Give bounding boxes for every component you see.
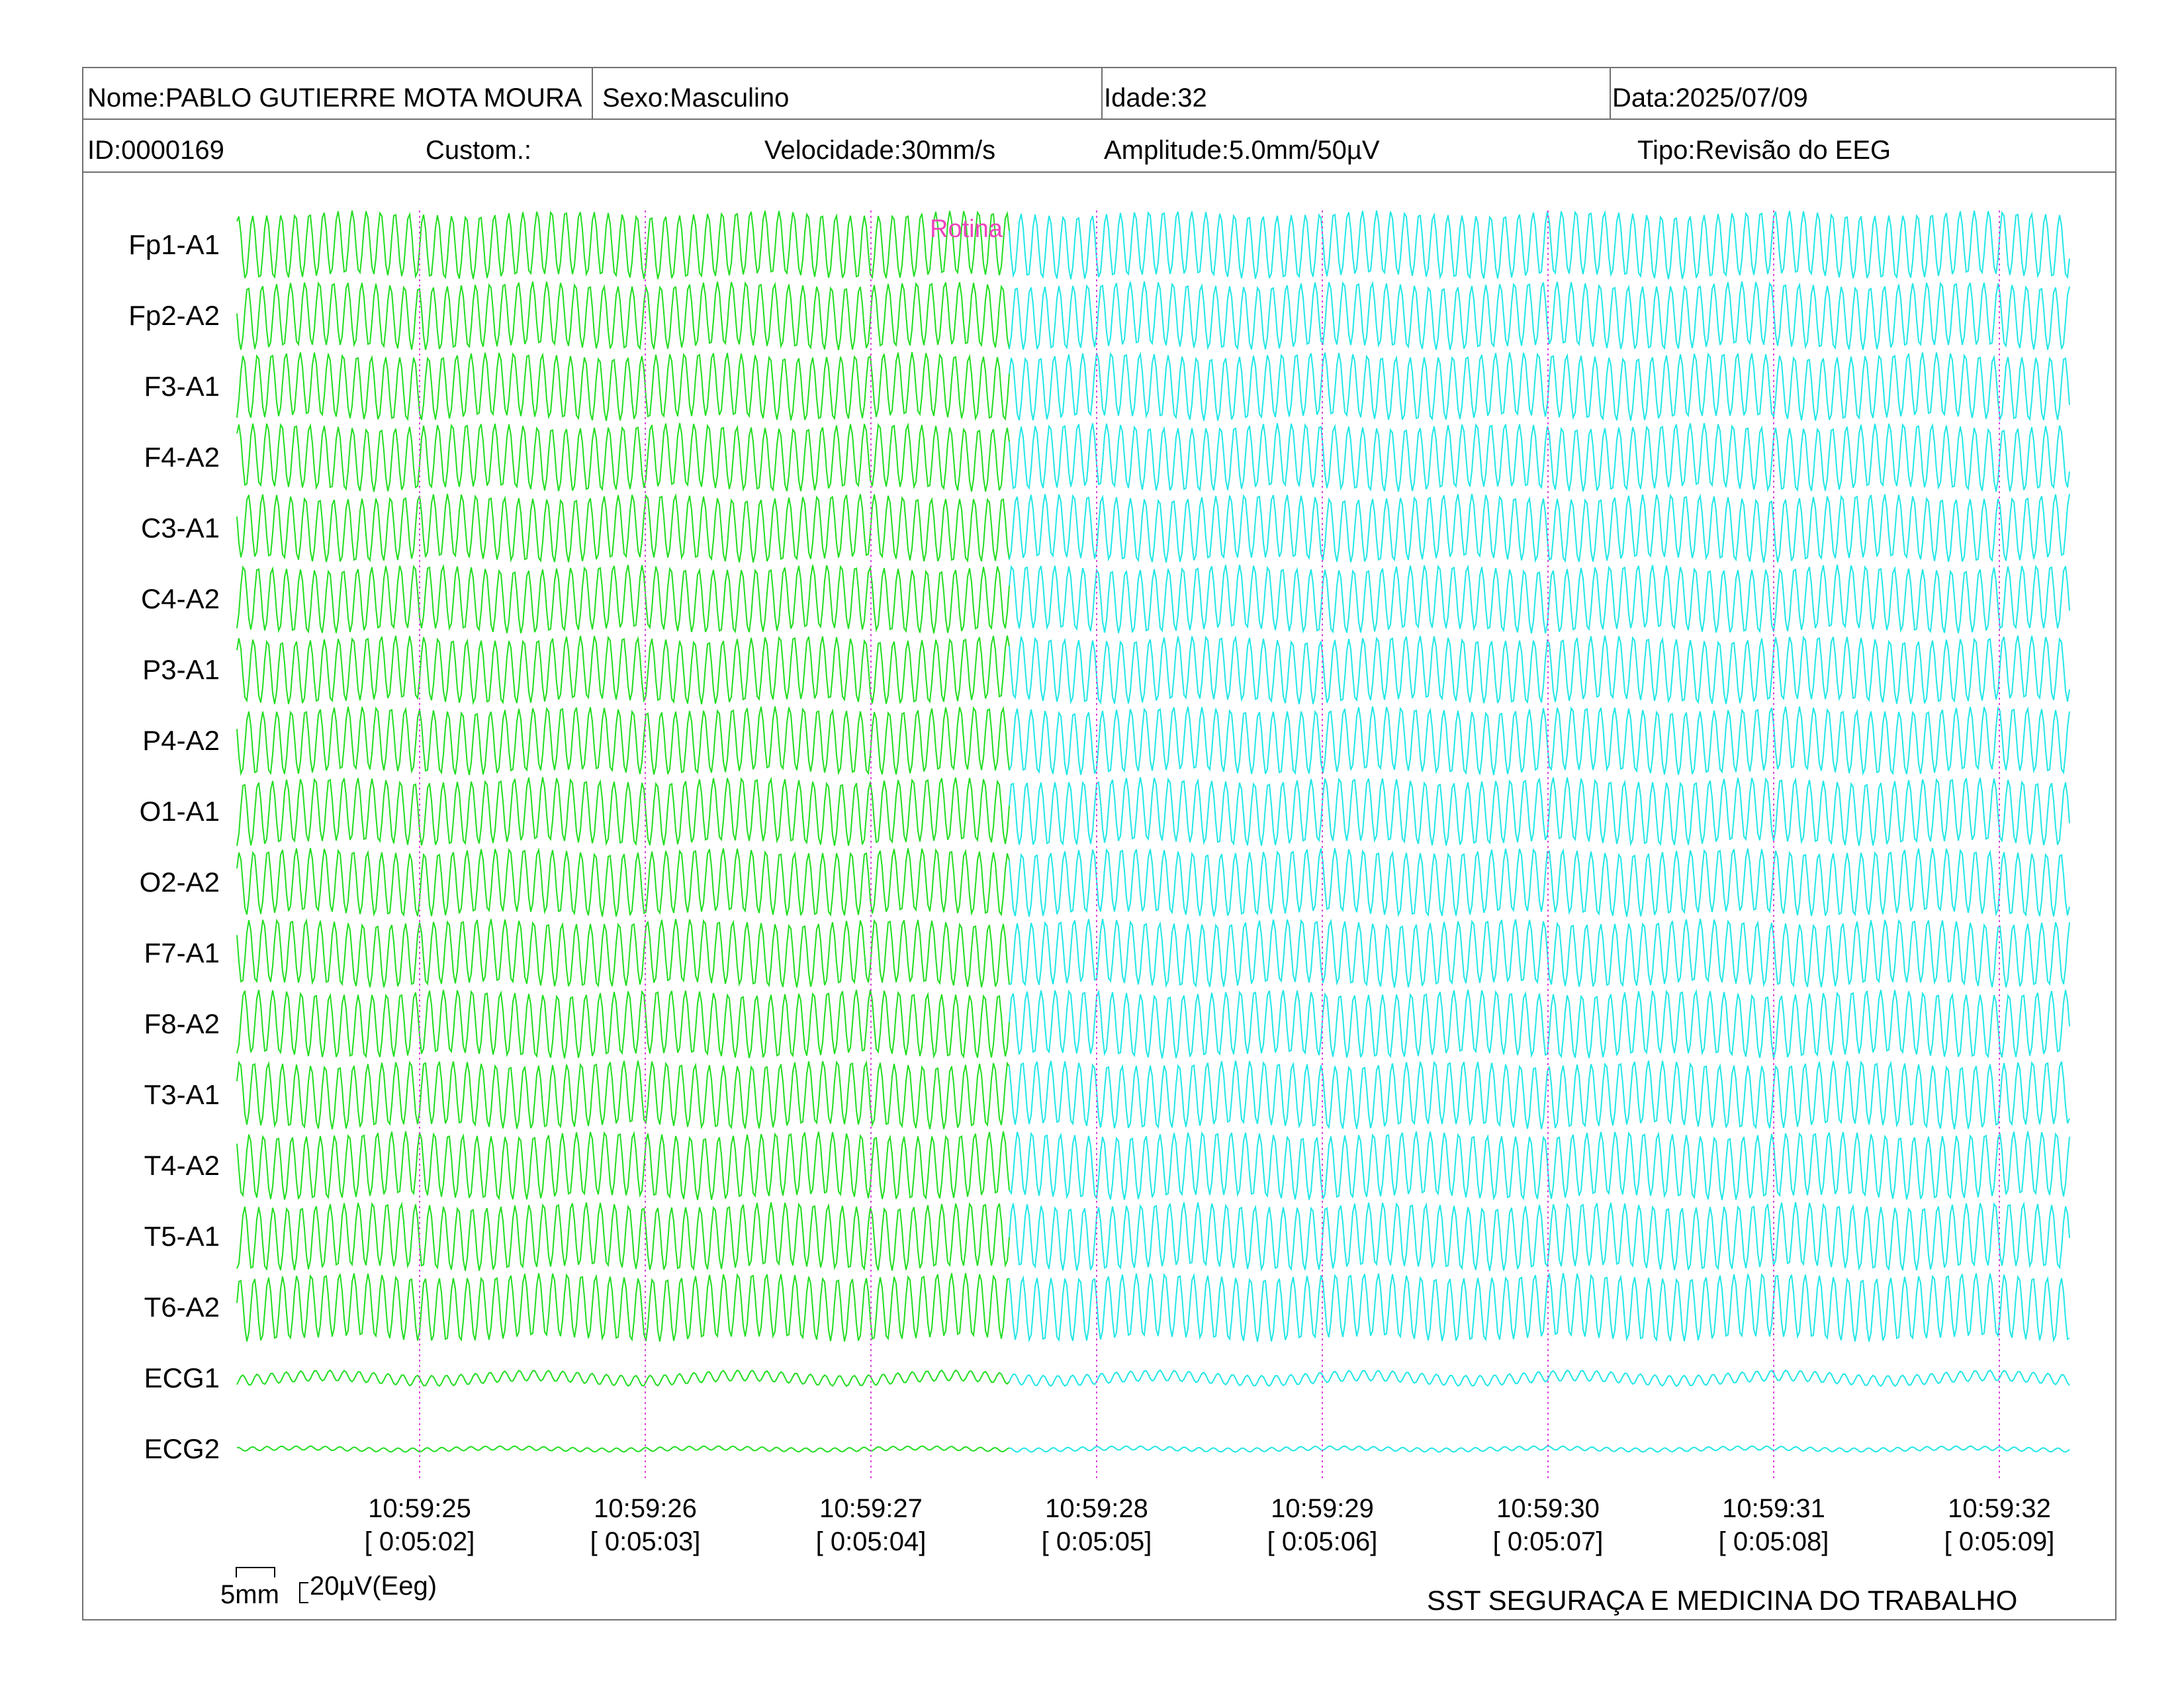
channel-label-ecg2: ECG2 [144,1433,220,1464]
trace-o1-a1-recent [1009,776,2070,847]
event-note-label: Rotina [930,215,1003,243]
time-elapsed-label: [ 0:05:07] [1493,1527,1604,1556]
trace-t6-a2-past [236,1273,1010,1342]
trace-p3-a1-recent [1009,635,2070,705]
channel-label-p3-a1: P3-A1 [142,654,220,685]
channel-label-c3-a1: C3-A1 [141,512,220,543]
time-elapsed-label: [ 0:05:02] [365,1527,475,1556]
channel-label-ecg1: ECG1 [144,1362,220,1393]
footer-company: SST SEGURAÇA E MEDICINA DO TRABALHO [1427,1585,2018,1616]
channel-label-t5-a1: T5-A1 [144,1221,220,1252]
trace-c4-a2-past [236,563,1010,633]
channel-label-o1-a1: O1-A1 [140,796,220,827]
trace-fp1-a1-past [236,211,1010,279]
trace-ecg1-past [236,1369,1010,1387]
patient-name: Nome:PABLO GUTIERRE MOTA MOURA [87,83,582,113]
trace-t4-a2-past [236,1131,1010,1201]
time-elapsed-label: [ 0:05:04] [816,1527,927,1556]
channel-label-t3-a1: T3-A1 [144,1079,220,1110]
trace-t5-a1-recent [1009,1201,2070,1272]
trace-o1-a1-past [236,776,1010,847]
time-clock-label: 10:59:29 [1271,1494,1374,1523]
time-elapsed-label: [ 0:05:05] [1042,1527,1152,1556]
trace-o2-a2-recent [1009,847,2070,917]
trace-p4-a2-past [236,706,1010,776]
trace-c3-a1-past [236,492,1010,563]
channel-label-t4-a2: T4-A2 [144,1150,220,1181]
trace-t6-a2-recent [1009,1272,2070,1343]
trace-c4-a2-recent [1009,564,2070,634]
header-divider-1 [82,118,2116,120]
time-elapsed-label: [ 0:05:03] [590,1527,701,1556]
exam-date: Data:2025/07/09 [1612,83,1808,113]
trace-f4-a2-past [236,422,1010,492]
channel-label-f3-a1: F3-A1 [144,371,220,402]
time-clock-label: 10:59:25 [368,1494,471,1523]
time-elapsed-label: [ 0:05:06] [1267,1527,1378,1556]
time-clock-label: 10:59:30 [1496,1494,1600,1523]
trace-f7-a1-past [236,917,1010,988]
trace-t4-a2-recent [1009,1131,2070,1201]
patient-id: ID:0000169 [87,136,224,165]
trace-f8-a2-recent [1009,988,2070,1059]
time-clock-label: 10:59:32 [1948,1494,2051,1523]
trace-t3-a1-past [236,1060,1010,1130]
speed-setting: Velocidade:30mm/s [764,136,996,165]
patient-sex: Sexo:Masculino [600,85,790,111]
time-elapsed-label: [ 0:05:08] [1719,1527,1829,1556]
time-clock-label: 10:59:31 [1722,1494,1825,1523]
header-col-divider-3 [1610,67,1611,120]
trace-fp1-a1-recent [1009,210,2070,280]
channel-label-t6-a2: T6-A2 [144,1291,220,1323]
channel-label-c4-a2: C4-A2 [141,583,220,614]
trace-ecg2-recent [1009,1445,2070,1453]
report-frame [82,67,2116,1620]
channel-label-o2-a2: O2-A2 [140,867,220,898]
header-col-divider-2 [1101,67,1103,120]
trace-f3-a1-past [236,352,1010,422]
time-clock-label: 10:59:26 [594,1494,697,1523]
trace-t5-a1-past [236,1201,1010,1272]
trace-c3-a1-recent [1009,493,2070,563]
time-scale-label: 5mm [220,1580,279,1609]
trace-f8-a2-past [236,990,1010,1059]
trace-p3-a1-past [236,635,1010,706]
trace-ecg1-recent [1009,1369,2070,1387]
trace-p4-a2-recent [1009,706,2070,776]
time-scale-bar [236,1567,275,1577]
trace-ecg2-past [236,1445,1010,1453]
channel-label-f7-a1: F7-A1 [144,937,220,968]
time-clock-label: 10:59:28 [1045,1494,1148,1523]
amp-scale-bar [299,1582,308,1603]
trace-f4-a2-recent [1009,422,2070,492]
time-clock-label: 10:59:27 [819,1494,923,1523]
time-elapsed-label: [ 0:05:09] [1944,1527,2055,1556]
channel-label-f4-a2: F4-A2 [144,442,220,473]
trace-fp2-a2-recent [1009,281,2070,351]
trace-t3-a1-recent [1009,1060,2070,1130]
custom-field: Custom.: [426,136,532,165]
channel-label-p4-a2: P4-A2 [142,725,220,756]
trace-f7-a1-recent [1009,918,2070,988]
trace-fp2-a2-past [236,281,1010,351]
trace-f3-a1-recent [1009,352,2070,422]
amp-scale-label: 20µV(Eeg) [310,1571,437,1601]
header-col-divider-1 [592,67,593,120]
channel-label-fp2-a2: Fp2-A2 [128,300,220,331]
patient-age: Idade:32 [1104,83,1207,113]
amplitude-setting: Amplitude:5.0mm/50µV [1104,136,1380,165]
channel-label-f8-a2: F8-A2 [144,1008,220,1039]
header-divider-2 [82,171,2116,173]
exam-type: Tipo:Revisão do EEG [1637,136,1891,165]
trace-o2-a2-past [236,847,1010,917]
channel-label-fp1-a1: Fp1-A1 [128,229,220,260]
